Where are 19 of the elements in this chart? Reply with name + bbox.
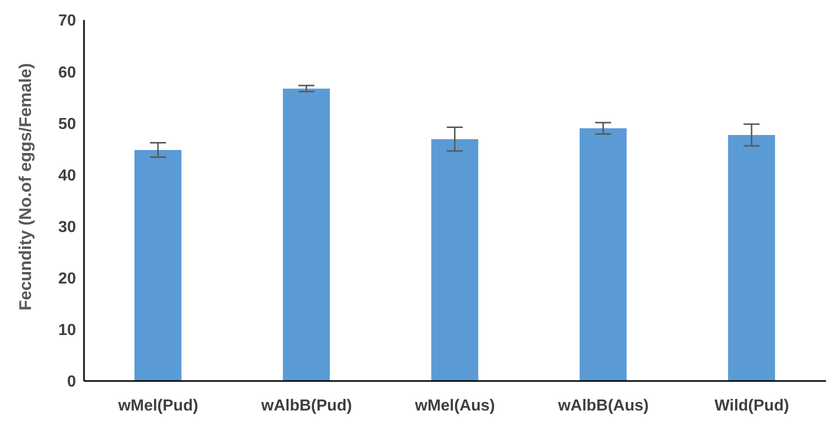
y-tick-label: 40 (58, 167, 76, 184)
y-tick-label: 20 (58, 270, 76, 288)
x-tick-label: wAlbB(Aus) (557, 397, 649, 414)
y-tick-label: 60 (58, 64, 76, 82)
x-tick-label: Wild(Pud) (714, 397, 790, 414)
y-tick-label: 70 (58, 12, 76, 30)
x-tick-label: wMel(Aus) (414, 397, 495, 414)
x-tick-label: wMel(Pud) (117, 397, 198, 414)
x-tick-label: wAlbB(Pud) (260, 397, 352, 414)
bar (134, 150, 182, 381)
y-tick-label: 10 (58, 322, 76, 340)
y-tick-label: 0 (67, 374, 76, 391)
y-tick-label: 30 (58, 218, 76, 236)
bar (580, 128, 627, 381)
bar (282, 88, 330, 381)
y-tick-label: 50 (58, 116, 76, 133)
bar (728, 135, 776, 381)
bar (431, 139, 478, 381)
y-axis-title: Fecundity (No.of eggs/Female) (16, 63, 36, 310)
